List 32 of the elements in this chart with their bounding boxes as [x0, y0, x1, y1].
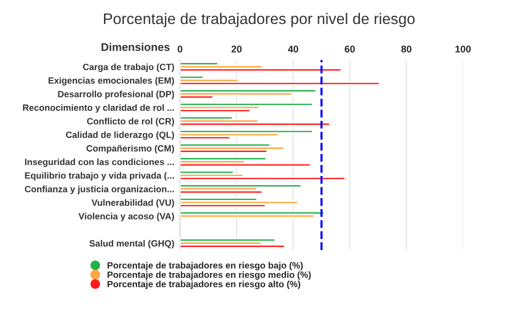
bar	[180, 244, 286, 248]
y-tick-label: Reconocimiento y claridad de rol ...	[23, 104, 174, 113]
chart-title: Porcentaje de trabajadores por nivel de riesgo	[104, 12, 415, 28]
y-tick-label: Vulnerabilidad (VU)	[92, 199, 174, 208]
bar	[180, 68, 342, 72]
x-tick-label: 40	[288, 46, 298, 53]
bar	[180, 162, 312, 167]
bar	[180, 176, 346, 181]
bar	[180, 190, 264, 194]
bar	[180, 122, 330, 126]
y-tick-label: Carga de trabajo (CT)	[83, 64, 174, 72]
y-tick-label: Exigencias emocionales (EM)	[48, 77, 174, 86]
legend-label: Porcentaje de trabajadores en riesgo medio (%)	[108, 271, 311, 280]
x-tick-label: 0	[178, 46, 182, 53]
y-tick-label: Calidad de liderazgo (QL)	[66, 131, 174, 140]
bar	[180, 81, 380, 86]
x-tick-label: 100	[456, 46, 471, 53]
y-tick-label: Compañerismo (CM)	[86, 144, 174, 154]
legend-label: Porcentaje de trabajadores en riesgo bajo (%)	[108, 262, 303, 270]
y-tick-label: Desarrollo profesional (DP)	[58, 90, 174, 100]
x-tick-label: 80	[401, 46, 412, 53]
y-tick-label: Confianza y justicia organizacion...	[24, 186, 174, 194]
legend-label: Porcentaje de trabajadores en riesgo alto (%)	[108, 280, 300, 290]
y-tick-label: Equilibrio trabajo y vida privada (...	[25, 172, 174, 180]
y-tick-label: Conflicto de rol (CR)	[87, 118, 174, 126]
y-axis-title: Dimensiones	[102, 42, 170, 51]
bar	[180, 146, 285, 150]
x-tick-label: 60	[344, 46, 355, 53]
x-tick-label: 20	[232, 46, 242, 53]
y-tick-label: Salud mental (GHQ)	[89, 240, 174, 248]
y-tick-label: Violencia y acoso (VA)	[78, 212, 174, 222]
y-tick-label: Inseguridad con las condiciones ...	[25, 158, 174, 167]
